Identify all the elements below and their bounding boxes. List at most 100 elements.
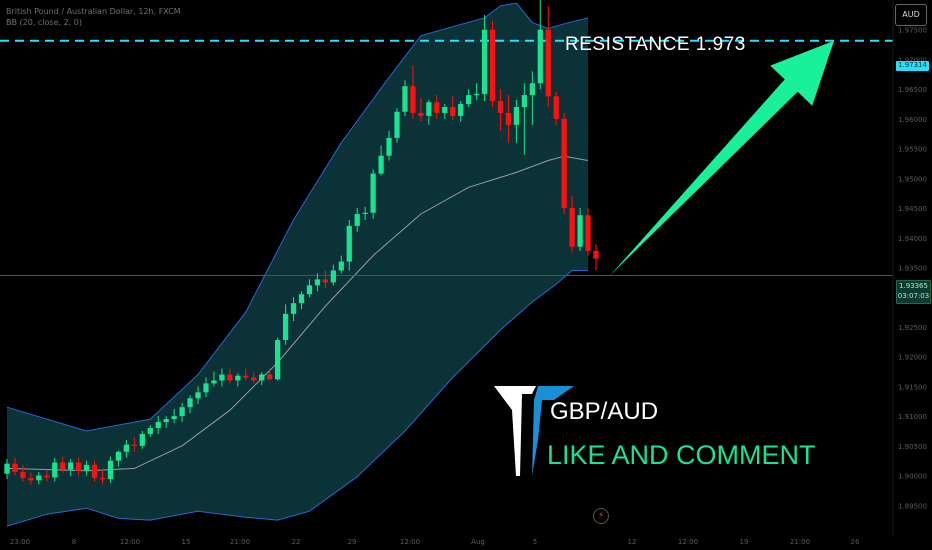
candle-body: [521, 95, 527, 107]
candle: [489, 20, 496, 107]
candle: [513, 99, 520, 143]
x-tick-label: 26: [851, 538, 860, 546]
candle-body: [267, 374, 273, 380]
y-tick-label: 1.95500: [898, 146, 927, 154]
last-price: 1.93365: [899, 282, 928, 290]
candle: [537, 0, 543, 90]
candle-body: [338, 261, 344, 271]
candle-body: [577, 215, 583, 247]
candle: [346, 219, 352, 271]
candle-body: [442, 107, 448, 113]
candle: [83, 460, 90, 476]
bar-countdown: 03:07:03: [897, 292, 930, 300]
candle-body: [155, 422, 161, 428]
candle-body: [410, 86, 416, 113]
candle: [76, 457, 82, 476]
lightning-icon[interactable]: ⚡: [593, 508, 609, 524]
candle: [147, 425, 153, 437]
candle-body: [36, 475, 42, 481]
candle: [577, 208, 583, 251]
candle: [434, 95, 440, 119]
candle: [402, 80, 408, 116]
y-tick-label: 1.94000: [898, 235, 927, 243]
currency-badge[interactable]: AUD: [895, 4, 927, 26]
y-tick-label: 1.95000: [898, 175, 927, 183]
candle: [36, 471, 42, 485]
upward-projection-arrow: [610, 40, 834, 276]
candle-body: [83, 464, 90, 471]
candle: [545, 5, 551, 107]
candle-body: [235, 375, 241, 381]
candle: [235, 373, 241, 387]
candle: [251, 371, 257, 384]
candle-body: [12, 463, 18, 472]
x-tick-label: 12:00: [678, 538, 698, 546]
x-tick-label: 5: [533, 538, 537, 546]
chart-header: British Pound / Australian Dollar, 12h, …: [6, 6, 181, 28]
candle-body: [330, 270, 336, 283]
x-tick-label: 19: [740, 538, 749, 546]
candle: [171, 408, 177, 424]
candle: [219, 368, 225, 387]
candle-body: [107, 460, 114, 480]
candle-body: [179, 407, 185, 417]
y-tick-label: 1.91000: [898, 413, 927, 421]
candle: [60, 456, 66, 473]
candle: [593, 243, 599, 271]
x-tick-label: 12:00: [400, 538, 420, 546]
candle-body: [195, 392, 201, 399]
candle-body: [481, 29, 488, 94]
candle: [267, 368, 273, 381]
candle: [466, 89, 472, 107]
y-tick-label: 1.91500: [898, 383, 927, 391]
candle-body: [203, 383, 209, 393]
candle: [338, 255, 344, 274]
candle-body: [314, 279, 321, 286]
candle: [585, 208, 591, 256]
candle-body: [466, 95, 472, 105]
bollinger-band-fill: [7, 3, 588, 527]
candle-body: [378, 155, 384, 174]
candle-body: [163, 419, 169, 423]
candle-body: [259, 374, 265, 381]
candle: [115, 450, 122, 467]
candle-body: [123, 444, 130, 452]
candle-body: [561, 118, 567, 209]
y-tick-label: 1.92500: [898, 324, 927, 332]
candle-body: [4, 463, 10, 474]
candle: [418, 98, 424, 122]
candle: [4, 458, 10, 480]
candle: [52, 457, 58, 482]
candle: [354, 208, 360, 232]
candle-body: [473, 93, 480, 96]
candle-body: [513, 107, 520, 125]
candle-body: [569, 208, 575, 247]
candle: [107, 456, 114, 483]
resistance-label: RESISTANCE 1.973: [565, 34, 746, 55]
candle: [410, 65, 416, 119]
candle: [68, 458, 74, 476]
candle-body: [211, 380, 217, 384]
candle: [290, 297, 297, 321]
candle: [163, 416, 169, 428]
x-tick-label: 21:00: [230, 538, 250, 546]
candle-body: [131, 444, 137, 446]
candle-body: [115, 451, 122, 461]
candle-body: [219, 374, 225, 381]
candle: [131, 436, 137, 452]
candle: [426, 99, 432, 125]
candle: [561, 112, 567, 214]
candle: [187, 395, 193, 414]
candle: [442, 104, 448, 119]
bollinger-lower-band: [6, 270, 588, 527]
candle: [139, 430, 145, 449]
candle: [274, 337, 281, 381]
bollinger-upper-band: [6, 2, 589, 432]
x-tick-label: 23:00: [10, 538, 30, 546]
candle-body: [418, 112, 424, 116]
y-tick-label: 1.93500: [898, 265, 927, 273]
candle-body: [426, 102, 432, 116]
candle-body: [306, 285, 313, 295]
